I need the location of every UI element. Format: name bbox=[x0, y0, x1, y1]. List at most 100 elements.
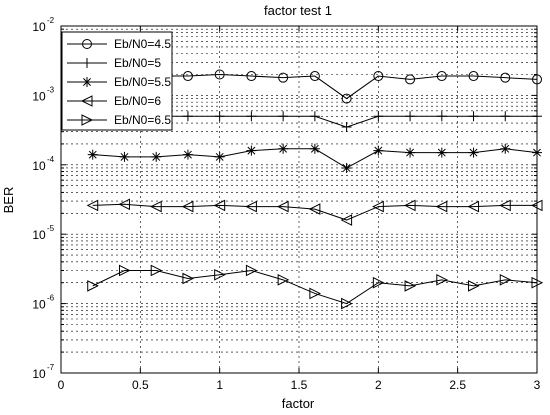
plus-marker bbox=[532, 111, 542, 122]
triangle-right-marker bbox=[468, 280, 480, 292]
circle-marker bbox=[405, 74, 416, 85]
legend-entry: Eb/N0=5.5 bbox=[67, 75, 171, 89]
circle-marker bbox=[82, 39, 92, 49]
circle-marker bbox=[278, 72, 289, 83]
triangle-left-marker bbox=[80, 95, 93, 107]
x-tick-label: 0.5 bbox=[132, 378, 149, 392]
legend-entry: Eb/N0=6.5 bbox=[67, 113, 171, 127]
circle-marker bbox=[436, 71, 447, 82]
series-line bbox=[92, 203, 537, 221]
triangle-left-marker bbox=[372, 200, 384, 213]
star-marker bbox=[309, 143, 320, 154]
x-tick-label: 2 bbox=[375, 378, 382, 392]
triangle-right-marker bbox=[499, 274, 512, 286]
legend-label: Eb/N0=6.5 bbox=[114, 113, 171, 127]
circle-marker bbox=[341, 93, 352, 104]
triangle-right-marker bbox=[214, 268, 226, 281]
plus-marker bbox=[182, 111, 193, 122]
legend: Eb/N0=4.5 Eb/N0=5 Eb/N0=5.5 Eb/N0=6 Eb/N0=6.… bbox=[61, 31, 173, 131]
triangle-left-marker bbox=[118, 198, 130, 211]
triangle-left-marker bbox=[435, 200, 448, 213]
triangle-right-marker bbox=[372, 276, 385, 289]
y-tick-exponent: -5 bbox=[47, 224, 55, 233]
triangle-right-marker bbox=[87, 280, 99, 292]
triangle-right-marker bbox=[245, 264, 258, 277]
plus-marker bbox=[373, 111, 384, 122]
triangle-left-marker bbox=[277, 200, 289, 213]
star-marker bbox=[182, 149, 193, 160]
circle-marker bbox=[532, 74, 542, 85]
y-tick-labels: 10-710-610-510-410-310-2 bbox=[32, 16, 54, 381]
plus-marker bbox=[246, 111, 257, 122]
y-tick-label: 10 bbox=[32, 20, 46, 34]
x-tick-label: 1 bbox=[216, 378, 223, 392]
circle-marker bbox=[500, 72, 511, 83]
legend-label: Eb/N0=5.5 bbox=[114, 75, 171, 89]
plus-marker bbox=[341, 122, 352, 133]
triangle-right-marker bbox=[150, 264, 163, 277]
triangle-left-marker bbox=[181, 200, 194, 213]
triangle-left-marker bbox=[213, 199, 226, 212]
triangle-right-marker bbox=[341, 297, 353, 310]
plus-marker bbox=[500, 111, 511, 122]
y-tick-label: 10 bbox=[32, 298, 46, 312]
star-marker bbox=[119, 151, 130, 162]
star-marker bbox=[87, 149, 98, 160]
series-layer bbox=[86, 69, 544, 310]
star-marker bbox=[373, 145, 384, 156]
triangle-left-marker bbox=[150, 200, 162, 213]
legend-entry: Eb/N0=4.5 bbox=[67, 37, 171, 51]
circle-marker bbox=[468, 71, 479, 82]
triangle-left-marker bbox=[340, 214, 353, 226]
circle-marker bbox=[214, 69, 225, 80]
y-tick-exponent: -6 bbox=[47, 294, 55, 303]
chart-title: factor test 1 bbox=[264, 3, 332, 18]
star-marker bbox=[468, 147, 479, 158]
y-tick-exponent: -7 bbox=[47, 363, 55, 372]
star-marker bbox=[500, 143, 511, 154]
x-axis-label: factor bbox=[282, 396, 315, 411]
legend-label: Eb/N0=4.5 bbox=[114, 37, 171, 51]
star-marker bbox=[436, 147, 447, 158]
triangle-right-marker bbox=[309, 287, 321, 300]
y-tick-label: 10 bbox=[32, 228, 46, 242]
legend-entry: Eb/N0=6 bbox=[67, 94, 161, 108]
series-eb-n0-6-5 bbox=[87, 264, 544, 310]
x-tick-label: 2.5 bbox=[449, 378, 466, 392]
y-tick-label: 10 bbox=[32, 367, 46, 381]
triangle-right-marker bbox=[182, 272, 195, 285]
y-axis-label: BER bbox=[1, 187, 16, 214]
triangle-right-marker bbox=[81, 114, 94, 126]
y-tick-label: 10 bbox=[32, 159, 46, 173]
star-marker bbox=[82, 77, 92, 87]
plus-marker bbox=[278, 111, 289, 122]
triangle-left-marker bbox=[499, 199, 511, 212]
circle-marker bbox=[373, 71, 384, 82]
series-eb-n0-6 bbox=[86, 198, 543, 226]
y-tick-exponent: -2 bbox=[47, 16, 55, 25]
x-tick-label: 0 bbox=[58, 378, 65, 392]
legend-label: Eb/N0=6 bbox=[114, 94, 161, 108]
x-tick-labels: 0 0.5 1 1.5 2 2.5 3 bbox=[58, 378, 541, 392]
x-tick-label: 3 bbox=[534, 378, 541, 392]
plus-marker bbox=[436, 111, 447, 122]
x-tick-label: 1.5 bbox=[291, 378, 308, 392]
star-marker bbox=[151, 151, 162, 162]
y-tick-label: 10 bbox=[32, 89, 46, 103]
triangle-left-marker bbox=[86, 199, 99, 212]
triangle-left-marker bbox=[467, 200, 480, 213]
circle-marker bbox=[309, 71, 320, 82]
legend-box bbox=[61, 31, 173, 131]
star-marker bbox=[278, 143, 289, 154]
plus-marker bbox=[405, 111, 416, 122]
series-eb-n0-5-5 bbox=[87, 143, 542, 173]
y-tick-exponent: -4 bbox=[47, 155, 55, 164]
plus-marker bbox=[309, 111, 320, 122]
plus-marker bbox=[82, 58, 92, 68]
circle-marker bbox=[246, 71, 257, 82]
circle-marker bbox=[182, 71, 193, 82]
triangle-right-marker bbox=[118, 264, 131, 277]
triangle-right-marker bbox=[277, 274, 290, 286]
star-marker bbox=[214, 151, 225, 162]
